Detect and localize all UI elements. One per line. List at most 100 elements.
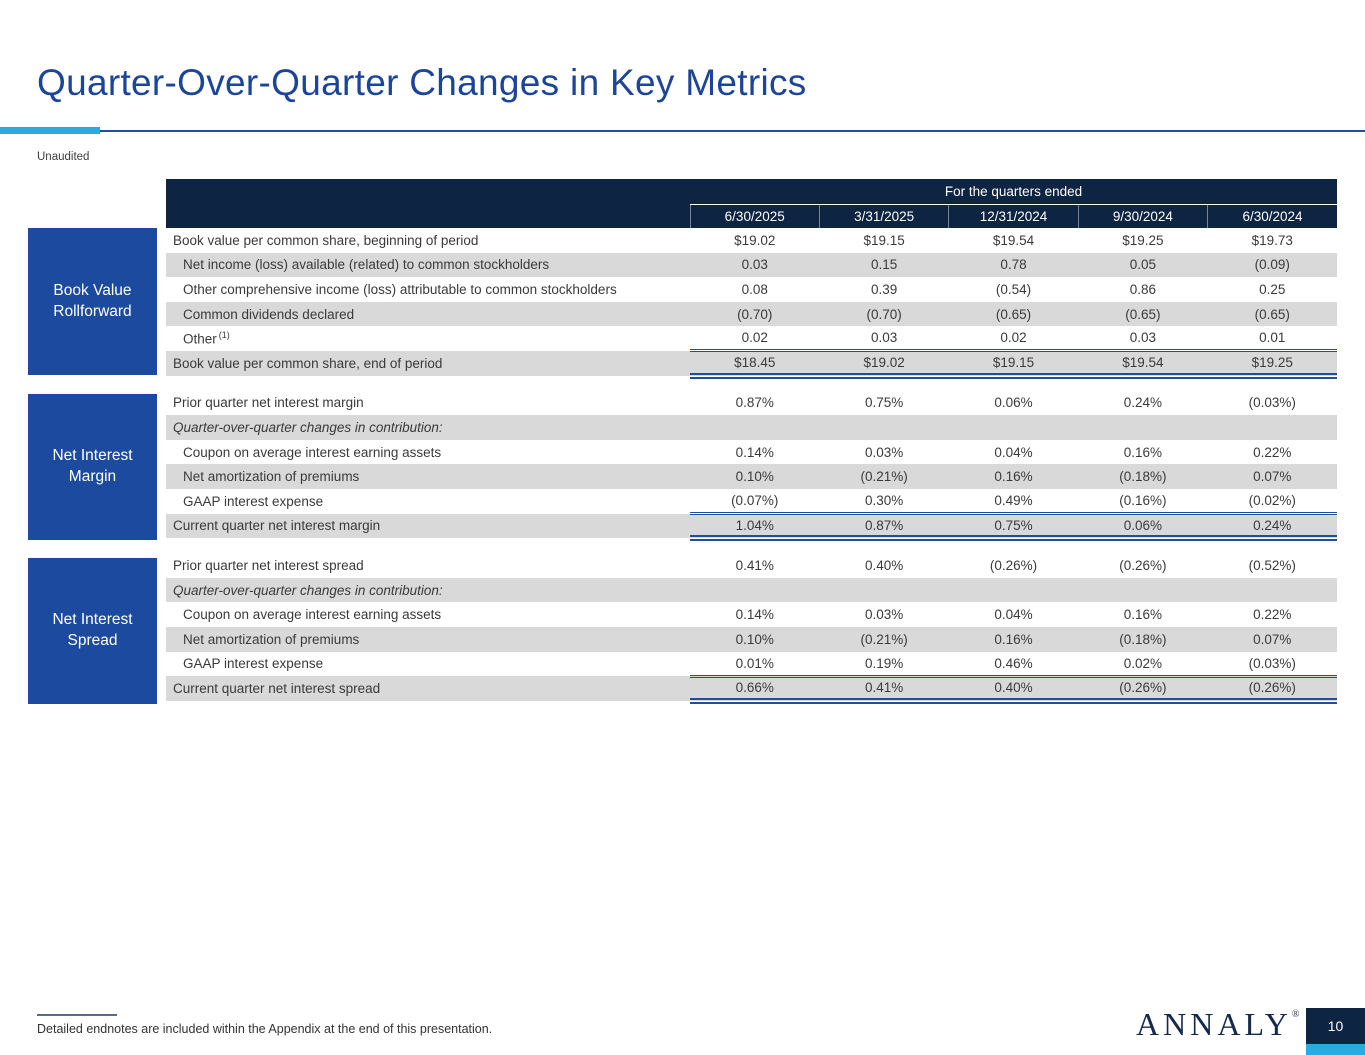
- cell-value: 0.02%: [1078, 651, 1208, 677]
- date-header-row: 6/30/2025 3/31/2025 12/31/2024 9/30/2024 6/3…: [166, 204, 1337, 228]
- table-row: Current quarter net interest margin 1.04%…: [166, 512, 1337, 542]
- cell-value: 0.49%: [948, 488, 1079, 514]
- endnote-text: Detailed endnotes are included within th…: [37, 1022, 493, 1036]
- cell-value: 0.16%: [1078, 602, 1208, 627]
- cell-value: $19.73: [1207, 228, 1337, 253]
- page-number-badge: 10: [1306, 1008, 1365, 1044]
- table-row: Current quarter net interest spread 0.66%…: [166, 674, 1337, 704]
- cell-value: 0.07%: [1207, 626, 1337, 652]
- cell-value: 0.10%: [690, 626, 820, 652]
- table-row: Coupon on average interest earning asset…: [166, 439, 1337, 465]
- title-accent-bar: [0, 127, 100, 134]
- cell-value: (0.26%): [1078, 553, 1208, 578]
- cell-value: 0.40%: [819, 553, 949, 578]
- row-label: Net amortization of premiums: [166, 464, 691, 489]
- section-label-line: Net Interest: [52, 447, 133, 465]
- table-row: Net income (loss) available (related) to…: [166, 252, 1337, 278]
- table-row: Coupon on average interest earning asset…: [166, 602, 1337, 627]
- section-spacer: [166, 375, 1337, 391]
- header-corner-cell: [166, 179, 691, 228]
- table-row: Net amortization of premiums 0.10% (0.21%)…: [166, 626, 1337, 652]
- cell-value: 0.03%: [819, 602, 949, 627]
- cell-value: (0.52%): [1207, 553, 1337, 578]
- cell-value: 0.07%: [1207, 464, 1337, 489]
- cell-value: (0.21%): [819, 626, 949, 652]
- table-header: For the quarters ended 6/30/2025 3/31/202…: [166, 179, 1337, 228]
- cell-value: (0.65): [1078, 301, 1208, 327]
- cell-value: 0.24%: [1207, 512, 1337, 542]
- cell-value: 0.25: [1207, 277, 1337, 302]
- cell-value: 0.08: [690, 277, 820, 302]
- cell-value: 0.01: [1207, 326, 1337, 351]
- table-row: GAAP interest expense 0.01% 0.19% 0.46% 0.02…: [166, 651, 1337, 677]
- cell-value: 0.22%: [1207, 439, 1337, 465]
- cell-value: $19.15: [948, 349, 1079, 379]
- row-label: Net amortization of premiums: [166, 626, 691, 652]
- cell-value: 0.19%: [819, 651, 949, 677]
- table-row: Prior quarter net interest spread 0.41% 0.…: [166, 553, 1337, 578]
- unaudited-label: Unaudited: [37, 151, 90, 163]
- cell-value: 0.46%: [948, 651, 1079, 677]
- section-label-book-value-rollforward: Book Value Rollforward: [28, 228, 157, 375]
- cell-value: (0.03%): [1207, 651, 1337, 677]
- column-header-date: 3/31/2025: [818, 204, 949, 228]
- section-label-line: Book Value: [53, 281, 132, 299]
- cell-value: 0.03: [819, 326, 949, 351]
- column-header-date: 6/30/2025: [689, 204, 820, 228]
- cell-value: 0.87%: [819, 512, 949, 542]
- section-label-line: Net Interest: [52, 611, 133, 629]
- cell-value: 0.03%: [819, 439, 949, 465]
- column-header-date: 9/30/2024: [1077, 204, 1208, 228]
- cell-value: 0.66%: [690, 674, 820, 704]
- cell-value: (0.09): [1207, 252, 1337, 278]
- cell-value: $19.02: [690, 228, 820, 253]
- page-number-accent-strip: [1306, 1044, 1365, 1055]
- row-label: Current quarter net interest spread: [166, 676, 691, 701]
- cell-value: [1207, 415, 1337, 440]
- row-label: Prior quarter net interest margin: [166, 390, 691, 416]
- cell-value: 0.39: [819, 277, 949, 302]
- cell-value: 0.41%: [690, 553, 820, 578]
- table-row: GAAP interest expense (0.07%) 0.30% 0.49% (0…: [166, 488, 1337, 514]
- cell-value: [1078, 415, 1208, 440]
- column-header-date: 6/30/2024: [1207, 204, 1337, 228]
- section-label-line: Rollforward: [53, 302, 132, 320]
- cell-value: 0.16%: [948, 464, 1079, 489]
- cell-value: 0.40%: [948, 674, 1079, 704]
- cell-value: 0.16%: [1078, 439, 1208, 465]
- cell-value: 0.03: [1078, 326, 1208, 351]
- row-label: Quarter-over-quarter changes in contribu…: [166, 415, 691, 440]
- cell-value: 0.22%: [1207, 602, 1337, 627]
- metrics-table: For the quarters ended 6/30/2025 3/31/202…: [166, 179, 1337, 704]
- cell-value: $19.02: [819, 349, 949, 379]
- cell-value: 0.02: [948, 326, 1079, 351]
- cell-value: (0.02%): [1207, 488, 1337, 514]
- cell-value: 0.06%: [948, 390, 1079, 416]
- table-section: Prior quarter net interest margin 0.87% 0.…: [166, 390, 1337, 542]
- cell-value: [819, 415, 949, 440]
- cell-value: 0.87%: [690, 390, 820, 416]
- row-label: Common dividends declared: [166, 301, 691, 327]
- cell-value: 0.75%: [819, 390, 949, 416]
- cell-value: 0.04%: [948, 439, 1079, 465]
- row-label: Coupon on average interest earning asset…: [166, 602, 691, 627]
- table-row: Common dividends declared (0.70) (0.70) (0.…: [166, 301, 1337, 327]
- cell-value: (0.21%): [819, 464, 949, 489]
- endnote-divider-line: [37, 1014, 117, 1016]
- cell-value: 0.14%: [690, 602, 820, 627]
- cell-value: 0.04%: [948, 602, 1079, 627]
- section-label-line: Spread: [67, 632, 118, 649]
- cell-value: 0.75%: [948, 512, 1079, 542]
- row-label: Book value per common share, end of peri…: [166, 350, 691, 376]
- row-label: Coupon on average interest earning asset…: [166, 439, 691, 465]
- cell-value: 0.16%: [948, 626, 1079, 652]
- logo-text: ANNALY: [1136, 1006, 1292, 1042]
- row-label: Net income (loss) available (related) to…: [166, 252, 691, 278]
- cell-value: [690, 577, 820, 603]
- cell-value: [690, 415, 820, 440]
- cell-value: (0.18%): [1078, 464, 1208, 489]
- row-label: Book value per common share, beginning o…: [166, 228, 691, 253]
- cell-value: 0.41%: [819, 674, 949, 704]
- table-row: Quarter-over-quarter changes in contribu…: [166, 577, 1337, 603]
